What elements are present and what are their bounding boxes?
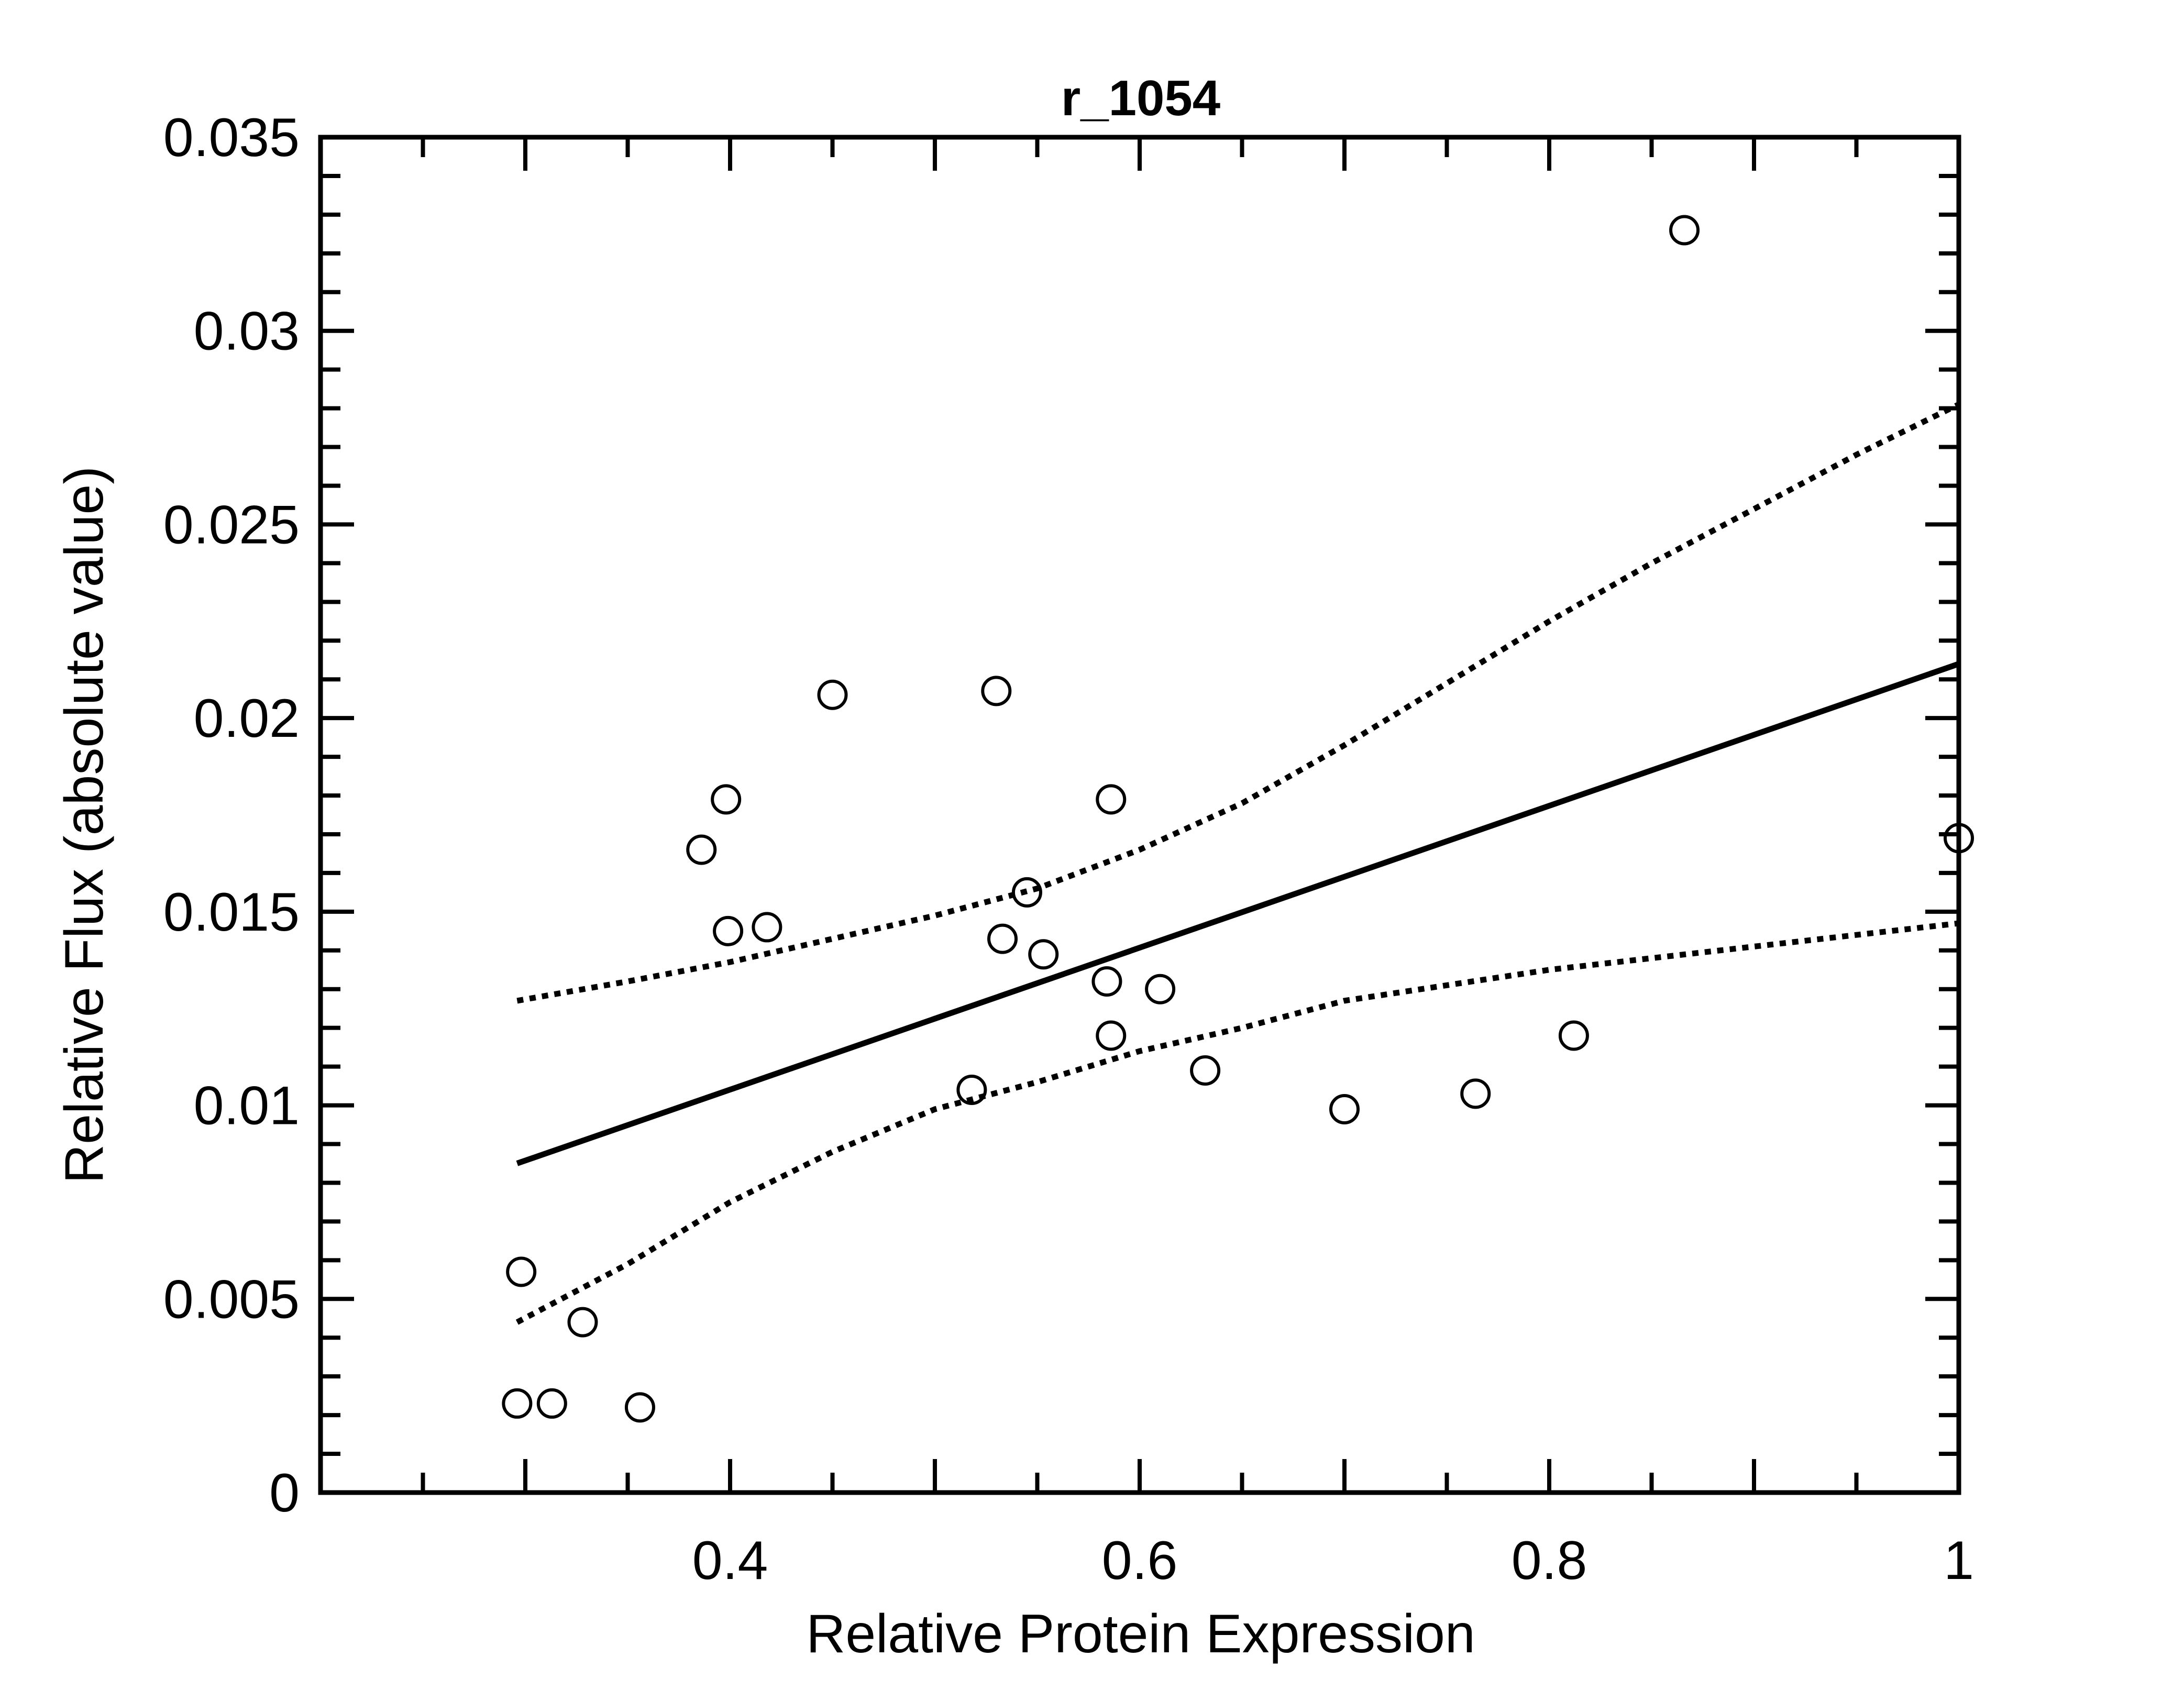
data-point bbox=[1669, 215, 1700, 246]
y-tick-label: 0 bbox=[269, 1463, 300, 1523]
y-tick-label: 0.015 bbox=[163, 882, 300, 943]
data-point bbox=[1145, 974, 1176, 1004]
y-tick-label: 0.025 bbox=[163, 494, 300, 555]
y-tick-label: 0.01 bbox=[194, 1076, 300, 1136]
fit-line-group bbox=[516, 661, 1960, 1166]
data-point bbox=[752, 912, 782, 943]
data-points bbox=[502, 215, 1974, 1423]
x-tick-label: 0.8 bbox=[1512, 1530, 1587, 1591]
fit-line bbox=[516, 661, 1960, 1166]
data-point bbox=[713, 915, 744, 946]
tick-labels: 0.4 0.6 0.8 1 0 0.005 0.01 0.015 0.02 0.025 0.03 0.… bbox=[163, 107, 1974, 1591]
data-point bbox=[686, 834, 717, 865]
y-tick-label: 0.005 bbox=[163, 1269, 300, 1330]
data-point bbox=[981, 676, 1012, 706]
axis-ticks bbox=[321, 137, 1961, 1493]
confidence-bands bbox=[515, 402, 1960, 1325]
data-point bbox=[1558, 1020, 1589, 1051]
x-tick-label: 1 bbox=[1944, 1530, 1974, 1591]
data-point bbox=[1190, 1055, 1221, 1086]
data-point bbox=[567, 1307, 598, 1338]
ci-lower-line bbox=[515, 920, 1959, 1325]
chart-title: r_1054 bbox=[1061, 70, 1220, 126]
x-axis-label: Relative Protein Expression bbox=[806, 1604, 1475, 1664]
x-tick-label: 0.4 bbox=[692, 1530, 768, 1591]
data-point bbox=[1329, 1093, 1360, 1124]
data-point bbox=[506, 1256, 537, 1287]
data-point bbox=[1011, 877, 1042, 908]
data-point bbox=[536, 1388, 567, 1419]
y-axis-label: Relative Flux (absolute value) bbox=[54, 466, 115, 1184]
data-point bbox=[987, 923, 1018, 954]
plot-frame bbox=[318, 135, 1961, 1495]
data-point bbox=[1096, 784, 1127, 815]
data-point bbox=[1460, 1078, 1491, 1109]
data-point bbox=[502, 1388, 533, 1419]
y-tick-label: 0.035 bbox=[163, 107, 300, 168]
y-tick-label: 0.03 bbox=[194, 301, 300, 362]
y-tick-label: 0.02 bbox=[194, 688, 300, 749]
x-tick-label: 0.6 bbox=[1102, 1530, 1178, 1591]
data-point bbox=[711, 784, 742, 815]
data-point bbox=[817, 679, 848, 710]
data-point bbox=[624, 1392, 655, 1423]
data-point bbox=[1028, 939, 1059, 970]
data-point bbox=[1091, 966, 1122, 997]
ci-upper-line bbox=[516, 402, 1960, 1004]
data-point bbox=[956, 1074, 987, 1105]
data-point bbox=[1096, 1020, 1127, 1051]
